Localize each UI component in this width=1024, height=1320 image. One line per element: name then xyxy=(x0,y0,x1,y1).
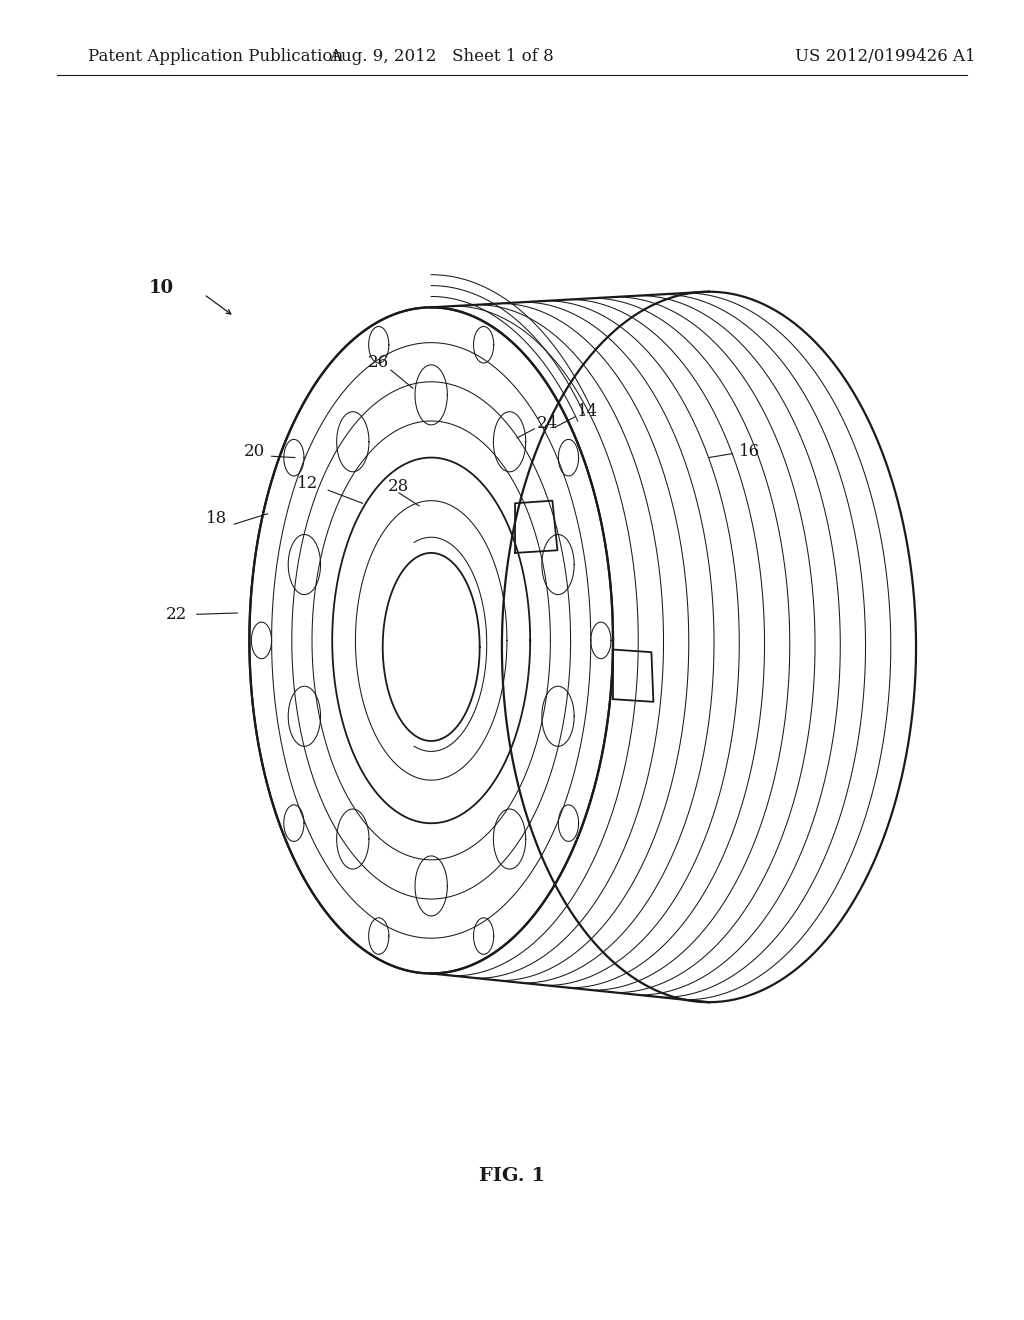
Text: Patent Application Publication: Patent Application Publication xyxy=(88,48,343,65)
Text: 24: 24 xyxy=(537,414,558,432)
Text: 12: 12 xyxy=(297,475,318,492)
Text: 14: 14 xyxy=(578,404,598,420)
Text: 18: 18 xyxy=(207,511,227,528)
Text: 16: 16 xyxy=(738,442,760,459)
Text: US 2012/0199426 A1: US 2012/0199426 A1 xyxy=(796,48,976,65)
Text: 26: 26 xyxy=(368,354,389,371)
Text: 28: 28 xyxy=(388,478,410,495)
Text: 22: 22 xyxy=(166,606,187,623)
Text: 10: 10 xyxy=(148,279,174,297)
Text: 20: 20 xyxy=(244,442,265,459)
Text: FIG. 1: FIG. 1 xyxy=(479,1167,545,1185)
Text: Aug. 9, 2012   Sheet 1 of 8: Aug. 9, 2012 Sheet 1 of 8 xyxy=(329,48,554,65)
